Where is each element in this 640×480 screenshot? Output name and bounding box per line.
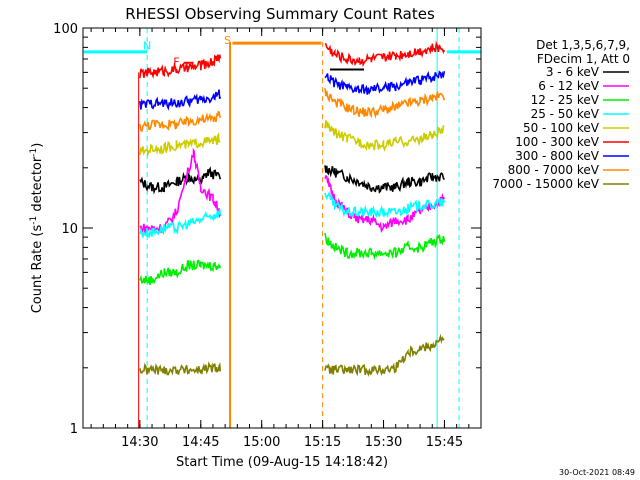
legend-label: 12 - 25 keV <box>531 93 600 107</box>
series-line <box>139 110 222 133</box>
series-line <box>139 166 222 195</box>
x-tick-label: 14:30 <box>121 435 158 450</box>
y-axis-label: Count Rate (s-1 detector-1) <box>29 143 45 314</box>
series-line <box>324 40 446 68</box>
series-line <box>139 131 221 157</box>
legend-label: 7000 - 15000 keV <box>492 177 599 191</box>
series-line <box>324 120 445 152</box>
legend-label: 6 - 12 keV <box>538 79 600 93</box>
series-line <box>139 259 222 285</box>
y-tick-label: 1 <box>70 422 78 437</box>
legend-label: 100 - 300 keV <box>515 135 599 149</box>
series-line <box>139 147 221 235</box>
y-axis-label-sup1: -1 <box>29 216 39 225</box>
annotation-flag: N <box>143 40 151 53</box>
series-line <box>324 70 446 95</box>
plot-series <box>139 40 446 377</box>
x-axis: 14:30 14:45 15:00 15:15 15:30 15:45 <box>90 28 470 450</box>
legend-label: 300 - 800 keV <box>515 149 599 163</box>
legend-label: 3 - 6 keV <box>546 65 600 79</box>
x-tick-label: 14:45 <box>182 435 219 450</box>
legend-label: 25 - 50 keV <box>531 107 600 121</box>
y-axis-label-sup2: -1 <box>29 148 39 157</box>
series-line <box>139 89 222 111</box>
y-axis-label-main: Count Rate (s <box>30 225 45 314</box>
y-axis-label-mid: detector <box>30 156 45 216</box>
y-axis-label-end: ) <box>30 143 45 148</box>
y-tick-label: 100 <box>53 22 78 37</box>
series-line <box>139 208 222 240</box>
legend-header-line1: Det 1,3,5,6,7,9, <box>536 38 630 52</box>
x-tick-label: 15:00 <box>243 435 280 450</box>
legend-label: 50 - 100 keV <box>523 121 600 135</box>
footer-timestamp: 30-Oct-2021 08:49 <box>559 468 635 477</box>
y-tick-label: 10 <box>61 222 78 237</box>
x-tick-label: 15:30 <box>365 435 402 450</box>
annotation-flag: F <box>173 55 179 68</box>
series-line <box>324 165 446 194</box>
series-line <box>324 333 445 377</box>
legend-header-line2: FDecim 1, Att 0 <box>537 52 630 66</box>
x-axis-label: Start Time (09-Aug-15 14:18:42) <box>176 455 388 470</box>
series-line <box>324 232 446 261</box>
series-line <box>139 54 222 79</box>
series-line <box>324 190 446 219</box>
series-line <box>139 361 222 376</box>
annotation-flag: S <box>224 34 231 47</box>
chart-title: RHESSI Observing Summary Count Rates <box>125 5 435 23</box>
series-line <box>324 88 446 119</box>
y-axis: 1 10 100 <box>53 22 481 437</box>
legend-label: 800 - 7000 keV <box>508 163 600 177</box>
x-tick-label: 15:15 <box>304 435 341 450</box>
x-tick-label: 15:45 <box>426 435 463 450</box>
